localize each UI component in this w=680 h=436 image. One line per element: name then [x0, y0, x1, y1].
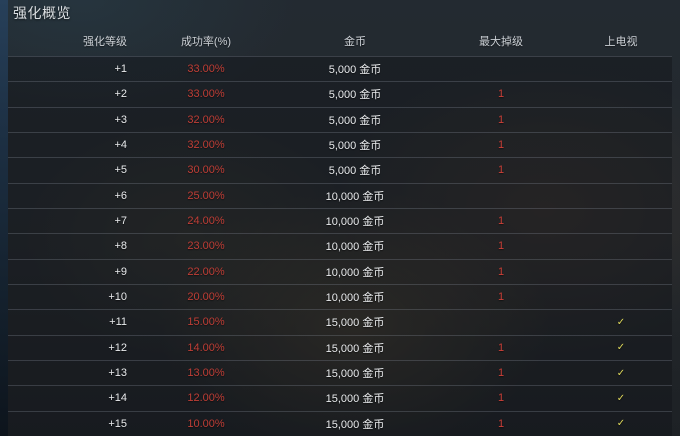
level-cell: +7 [114, 215, 127, 228]
max-drop-cell: 1 [497, 88, 505, 101]
gold-cost-cell: 5,000 金币 [328, 64, 382, 77]
gold-cost-cell: 5,000 金币 [328, 140, 382, 153]
success-rate-cell: 30.00% [187, 164, 225, 177]
success-rate-cell: 20.00% [187, 291, 225, 304]
table-row: +7 24.00% 10,000 金币 1 [8, 207, 672, 234]
max-drop-cell: 1 [497, 392, 505, 405]
level-cell: +14 [108, 392, 127, 405]
max-drop-cell: 1 [497, 367, 505, 380]
level-cell: +1 [114, 63, 127, 76]
level-cell: +5 [114, 164, 127, 177]
success-rate-cell: 25.00% [187, 189, 225, 202]
success-rate-cell: 33.00% [187, 88, 225, 101]
level-cell: +13 [108, 367, 127, 380]
level-cell: +4 [114, 139, 127, 152]
success-rate-cell: 10.00% [187, 417, 225, 430]
success-rate-cell: 22.00% [187, 265, 225, 278]
table-row: +3 32.00% 5,000 金币 1 [8, 106, 672, 132]
level-cell: +9 [114, 265, 127, 278]
success-rate-cell: 14.00% [187, 341, 225, 354]
table-header: 强化等级 成功率(%) 金币 最大掉级 上电视 [8, 25, 672, 56]
column-header-max-drop: 最大掉级 [479, 35, 523, 48]
max-drop-cell: 1 [497, 291, 505, 304]
column-header-tv: 上电视 [604, 35, 638, 48]
column-header-success-rate: 成功率(%) [180, 35, 232, 48]
max-drop-cell: 1 [497, 265, 505, 278]
max-drop-cell: 1 [497, 164, 505, 177]
success-rate-cell: 32.00% [187, 113, 225, 126]
success-rate-cell: 15.00% [187, 316, 225, 329]
table-row: +11 15.00% 15,000 金币 ✓ [8, 309, 672, 335]
table-row: +2 33.00% 5,000 金币 1 [8, 81, 672, 107]
tv-check-icon: ✓ [616, 316, 626, 328]
success-rate-cell: 32.00% [187, 139, 225, 152]
table-row: +10 20.00% 10,000 金币 1 [8, 283, 672, 310]
success-rate-cell: 13.00% [187, 367, 225, 380]
level-cell: +3 [114, 113, 127, 126]
success-rate-cell: 12.00% [187, 392, 225, 405]
tv-check-icon: ✓ [616, 367, 626, 379]
gold-cost-cell: 5,000 金币 [328, 114, 382, 127]
max-drop-cell: 1 [497, 215, 505, 228]
gold-cost-cell: 10,000 金币 [325, 241, 385, 254]
gold-cost-cell: 15,000 金币 [325, 317, 385, 330]
column-header-level: 强化等级 [83, 35, 127, 48]
tv-check-icon: ✓ [616, 342, 626, 354]
level-cell: +12 [108, 341, 127, 354]
column-header-gold: 金币 [344, 35, 366, 48]
gold-cost-cell: 15,000 金币 [325, 393, 385, 406]
gold-cost-cell: 10,000 金币 [325, 216, 385, 229]
table-body: +1 33.00% 5,000 金币 +2 33.00% 5,000 金币 1 … [8, 56, 672, 436]
gold-cost-cell: 10,000 金币 [325, 266, 385, 279]
enhancement-table: 强化等级 成功率(%) 金币 最大掉级 上电视 +1 33.00% 5,000 … [8, 25, 672, 436]
table-row: +8 23.00% 10,000 金币 1 [8, 233, 672, 259]
gold-cost-cell: 15,000 金币 [325, 342, 385, 355]
table-row: +14 12.00% 15,000 金币 1 ✓ [8, 385, 672, 411]
gold-cost-cell: 10,000 金币 [325, 190, 385, 203]
max-drop-cell: 1 [497, 240, 505, 253]
table-row: +9 22.00% 10,000 金币 1 [8, 258, 672, 284]
gold-cost-cell: 15,000 金币 [325, 418, 385, 431]
level-cell: +10 [108, 291, 127, 304]
table-row: +1 33.00% 5,000 金币 [8, 56, 672, 82]
table-row: +4 32.00% 5,000 金币 1 [8, 131, 672, 158]
table-row: +6 25.00% 10,000 金币 [8, 182, 672, 208]
level-cell: +2 [114, 88, 127, 101]
page-title: 强化概览 [13, 5, 71, 21]
tv-check-icon: ✓ [616, 418, 626, 430]
success-rate-cell: 24.00% [187, 215, 225, 228]
table-row: +12 14.00% 15,000 金币 1 ✓ [8, 334, 672, 360]
level-cell: +15 [108, 417, 127, 430]
level-cell: +6 [114, 189, 127, 202]
level-cell: +11 [109, 316, 127, 329]
tv-check-icon: ✓ [616, 392, 626, 404]
gold-cost-cell: 5,000 金币 [328, 165, 382, 178]
level-cell: +8 [114, 240, 127, 253]
gold-cost-cell: 5,000 金币 [328, 89, 382, 102]
success-rate-cell: 33.00% [187, 63, 225, 76]
success-rate-cell: 23.00% [187, 240, 225, 253]
left-edge-strip [0, 0, 8, 436]
gold-cost-cell: 15,000 金币 [325, 368, 385, 381]
table-row: +15 10.00% 15,000 金币 1 ✓ [8, 410, 672, 436]
table-row: +5 30.00% 5,000 金币 1 [8, 157, 672, 183]
gold-cost-cell: 10,000 金币 [325, 292, 385, 305]
max-drop-cell: 1 [497, 113, 505, 126]
max-drop-cell: 1 [497, 417, 505, 430]
max-drop-cell: 1 [497, 341, 505, 354]
max-drop-cell: 1 [497, 139, 505, 152]
table-row: +13 13.00% 15,000 金币 1 ✓ [8, 359, 672, 386]
